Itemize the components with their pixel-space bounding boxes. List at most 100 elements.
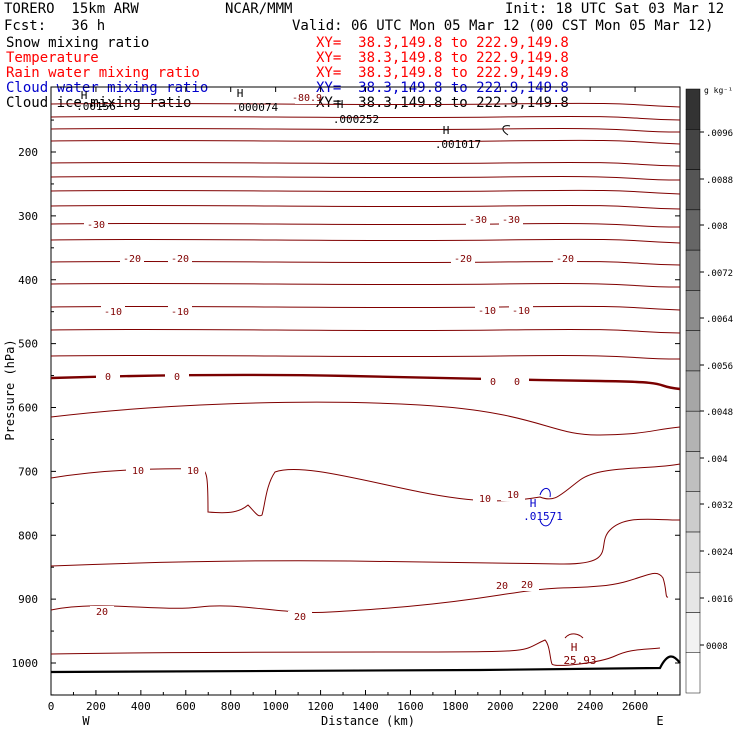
temperature-label: -30 [469,215,487,226]
contour-label-bg [515,579,539,591]
temperature-label: 10 [187,466,199,477]
x-tick-label: 2400 [577,700,604,713]
temperature-label: 0 [174,372,180,383]
temperature-contour [50,282,681,288]
temperature-contour [50,189,681,195]
temperature-label: -30 [502,215,520,226]
extremum-marker: H [237,87,244,100]
extremum-marker: H [530,497,537,510]
contour-label-bg [473,493,497,505]
temperature-label: -20 [556,254,574,265]
contour-label-bg [466,214,490,226]
x-tick-label: 1200 [307,700,334,713]
colorbar-swatch [685,612,701,653]
temperature-label: -10 [478,306,496,317]
colorbar-label: .0056 [706,362,733,372]
x-tick-label: 200 [86,700,106,713]
x-tick-label: 1000 [262,700,289,713]
colorbar-swatch [685,370,701,412]
temperature-label: -30 [87,220,105,231]
colorbar-swatch [685,290,701,331]
colorbar-label: 0008 [706,642,728,652]
temperature-label: -20 [171,254,189,265]
temperature-contour [50,373,681,391]
colorbar-swatch [685,169,701,211]
contour-label-bg [288,611,312,623]
temperature-contour [50,175,681,181]
x-tick-label: 400 [131,700,151,713]
temperature-label: 20 [496,581,508,592]
temperature-contour [50,139,681,145]
extremum-value: .00156 [76,100,116,113]
colorbar: 0008 .0016 .0024 .0032 .004 .0048 .0056 .0064 .0… [685,86,733,694]
field-xy-cloud-water: XY= 38.3,149.8 to 222.9,149.8 [316,80,569,96]
rain-water-contour [564,633,584,639]
temperature-contour [50,328,681,334]
colorbar-swatch [685,491,701,533]
colorbar-swatch [685,652,701,694]
temperature-label: 20 [294,612,306,623]
temperature-label: -20 [454,254,472,265]
temperature-contour [50,401,681,436]
plot-frame [50,86,681,696]
temperature-contour [50,260,681,266]
field-name-cloud-water: Cloud water mixing ratio [6,80,209,96]
axis-ticks: 0 200 400 600 800 1000 1200 1400 1600 1800 2000 220… [12,87,680,713]
field-xy-rain: XY= 38.3,149.8 to 222.9,149.8 [316,65,569,81]
contour-label-bg [499,214,523,226]
temperature-contour [50,655,681,674]
temperature-label: -20 [123,254,141,265]
temperature-contour [50,572,669,613]
temperature-label: 10 [479,494,491,505]
contour-label-bg [451,253,475,265]
contour-label-bg [475,305,499,317]
colorbar-label: .004 [706,455,728,465]
x-tick-label: 1400 [352,700,379,713]
temperature-label: 0 [105,372,111,383]
temperature-contour [50,639,661,666]
contour-label-bg [165,371,189,383]
y-axis-title: Pressure (hPa) [3,339,17,440]
temperature-label: 10 [507,490,519,501]
temperature-contour [50,238,681,244]
field-xy-cloud-ice: XY= 38.3,149.8 to 222.9,149.8 [316,95,569,111]
temperature-contour [50,305,681,311]
y-tick-label: 200 [18,146,38,159]
init-time: Init: 18 UTC Sat 03 Mar 12 [505,1,725,17]
contour-label-bg [505,376,529,388]
temperature-label: 20 [96,607,108,618]
contour-label-bg [509,305,533,317]
cloud-water-contour [539,488,551,498]
x-tick-label: 600 [176,700,196,713]
contour-label-bg [490,580,514,592]
model-title: TORERO 15km ARW [4,1,139,17]
y-tick-label: 300 [18,210,38,223]
cloud-water-contour [539,518,553,527]
colorbar-swatch [685,129,701,170]
valid-time: Valid: 06 UTC Mon 05 Mar 12 (00 CST Mon … [292,18,714,34]
contour-label-bg [181,465,205,477]
field-xy-snow: XY= 38.3,149.8 to 222.9,149.8 [316,35,569,51]
temperature-label: 0 [514,377,520,388]
field-xy-temperature: XY= 38.3,149.8 to 222.9,149.8 [316,50,569,66]
extremum-value: .01571 [523,510,563,523]
contour-label-bg [90,606,114,618]
colorbar-swatch [685,249,701,291]
y-tick-label: 800 [18,529,38,542]
field-name-cloud-ice: Cloud ice mixing ratio [6,95,192,111]
temperature-contour [50,127,681,133]
y-tick-label: 400 [18,274,38,287]
temperature-contours [50,102,681,674]
colorbar-unit: g kg⁻¹ [704,86,733,95]
contour-label-bg [295,92,319,104]
temperature-contour [50,204,681,210]
extremum-value: .001017 [435,138,481,151]
y-tick-label: 500 [18,338,38,351]
colorbar-label: .0016 [706,595,733,605]
cloud-ice-contour [502,125,511,136]
colorbar-swatch [685,531,701,573]
plot-annotations: -30 -20 -10 0 10 20 -20 -10 0 10 20 -30 -30 -20 -20 -10… [76,87,596,667]
colorbar-label: .0088 [706,176,733,186]
x-axis-title: Distance (km) [321,714,415,728]
